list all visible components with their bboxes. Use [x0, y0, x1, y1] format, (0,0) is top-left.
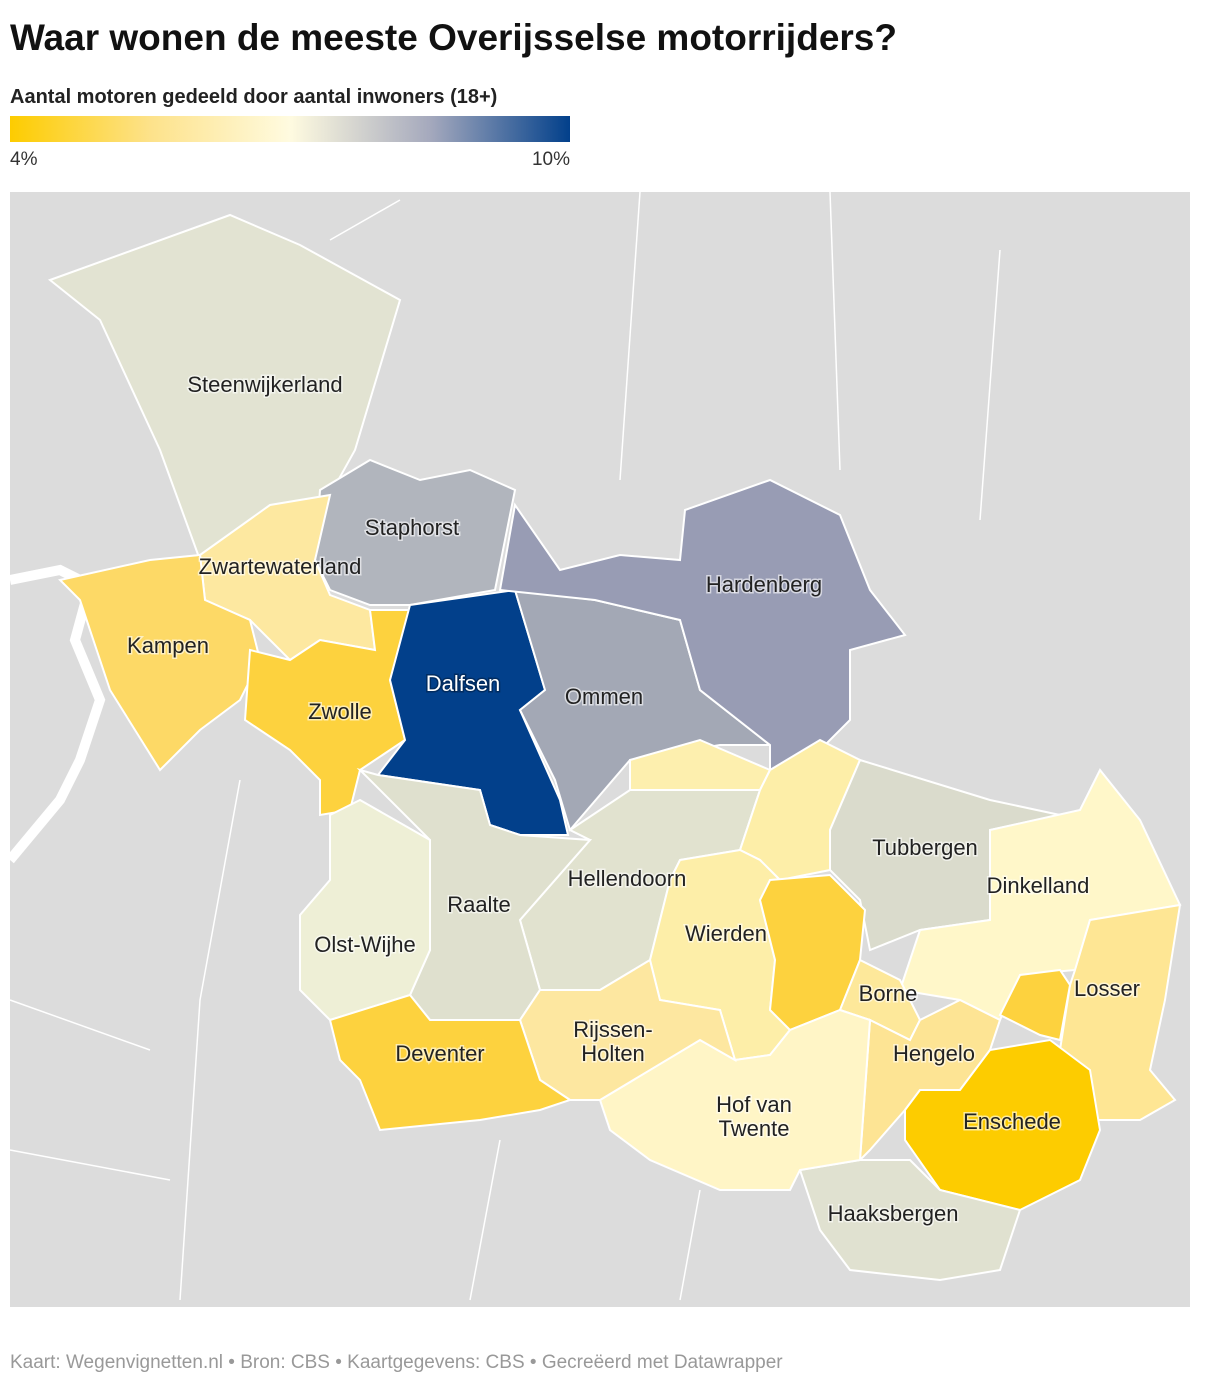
regions — [47, 213, 1182, 1282]
municipality-label: Raalte — [447, 892, 511, 917]
municipality-label: Dalfsen — [426, 671, 501, 696]
municipality — [1058, 903, 1182, 1121]
municipality-label: Enschede — [963, 1109, 1061, 1134]
municipality-label: Ommen — [565, 684, 643, 709]
municipality-label: Kampen — [127, 633, 209, 658]
subtitle: Aantal motoren gedeeld door aantal inwon… — [10, 86, 497, 108]
municipality-label: Hof van Twente — [716, 1092, 792, 1141]
municipality-label: Haaksbergen — [828, 1201, 959, 1226]
title: Waar wonen de meeste Overijsselse motorr… — [10, 17, 897, 58]
legend-gradient — [10, 116, 570, 142]
municipality-label: Rijssen-Holten — [573, 1017, 652, 1066]
municipality — [313, 458, 517, 606]
municipality — [498, 478, 907, 772]
municipality-label: Zwolle — [308, 699, 372, 724]
municipality-label: Steenwijkerland — [187, 372, 342, 397]
municipality-label: Wierden — [685, 921, 767, 946]
border-lines — [9, 191, 1001, 1301]
municipality-label: Losser — [1074, 976, 1140, 1001]
river — [6, 564, 106, 864]
municipality-label: Hengelo — [893, 1041, 975, 1066]
municipality-label: Staphorst — [365, 515, 459, 540]
footer: Kaart: Wegenvignetten.nl • Bron: CBS • K… — [10, 1352, 783, 1373]
municipality — [904, 1038, 1102, 1212]
municipality-label: Deventer — [395, 1041, 484, 1066]
municipality-label: Tubbergen — [872, 835, 978, 860]
municipality-label: Hardenberg — [706, 572, 822, 597]
municipality-label: Zwartewaterland — [199, 554, 362, 579]
municipality — [598, 1008, 872, 1191]
legend-label: 10% — [532, 149, 570, 170]
municipality — [328, 993, 573, 1132]
municipality-label: Olst-Wijhe — [314, 932, 415, 957]
municipality-label: Borne — [859, 981, 918, 1006]
municipality — [798, 1159, 1022, 1282]
municipality-label: Dinkelland — [987, 873, 1090, 898]
municipality-label: Hellendoorn — [568, 866, 687, 891]
municipality — [998, 968, 1072, 1042]
legend-label: 4% — [10, 149, 38, 170]
